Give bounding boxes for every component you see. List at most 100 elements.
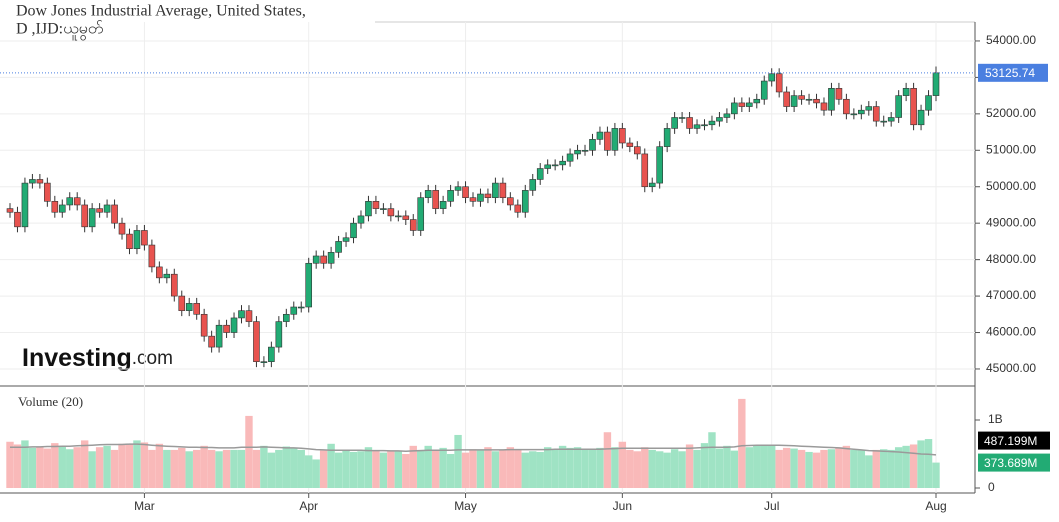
candle-body: [477, 193, 484, 202]
volume-bar: [297, 449, 305, 488]
volume-bar: [596, 447, 604, 488]
volume-bar: [110, 449, 119, 488]
volume-bar: [536, 451, 544, 488]
volume-bar: [611, 447, 619, 488]
volume-bar: [461, 452, 470, 488]
volume-bar: [514, 449, 522, 488]
volume-bar: [118, 443, 126, 488]
candle-body: [746, 102, 753, 107]
candle-body: [581, 149, 589, 152]
volume-bar: [334, 452, 343, 488]
candle-body: [596, 131, 604, 140]
volume-bar: [626, 449, 634, 488]
candle-body: [409, 219, 417, 231]
candle-body: [701, 124, 708, 127]
candle-body: [895, 95, 902, 118]
candle-body: [387, 208, 395, 217]
y-tick-label: 45000.00: [986, 361, 1036, 375]
volume-bar: [357, 451, 365, 488]
candle-body: [589, 139, 596, 151]
volume-bar: [431, 449, 440, 488]
volume-bar: [499, 449, 507, 488]
volume-bar: [305, 455, 313, 488]
volume-ma-tag: [978, 431, 1050, 450]
volume-bar: [454, 434, 462, 488]
volume-bar: [753, 445, 761, 488]
chart-subtitle: D ,IJD:ယူမွတ်: [16, 20, 104, 41]
x-tick-label: Mar: [134, 499, 155, 513]
volume-bar: [603, 432, 612, 488]
candle-body: [283, 313, 290, 322]
volume-bar: [880, 449, 888, 488]
candle-body: [223, 324, 230, 333]
volume-bar: [125, 444, 134, 488]
volume-bar: [424, 445, 432, 488]
volume-bar: [708, 432, 716, 488]
volume-bar: [812, 452, 821, 488]
volume-bar: [835, 447, 843, 488]
volume-bar: [782, 447, 791, 488]
x-tick-label: Apr: [299, 499, 318, 513]
candle-body: [641, 153, 649, 188]
volume-bar: [21, 440, 29, 488]
candle-body: [148, 244, 156, 268]
candle-body: [73, 197, 81, 206]
volume-bar: [491, 451, 500, 488]
candle-body: [335, 241, 342, 253]
candle-body: [51, 201, 59, 213]
candle-body: [44, 182, 51, 202]
candle-body: [111, 204, 118, 224]
volume-bar: [633, 451, 641, 488]
logo-brand: Investing: [22, 344, 132, 372]
candle-body: [656, 146, 663, 184]
candle-body: [880, 120, 888, 123]
volume-bar: [446, 453, 455, 488]
candle-body: [424, 190, 432, 198]
volume-bar: [797, 449, 806, 488]
candle-body: [551, 164, 559, 167]
candle-body: [163, 273, 171, 279]
candle-body: [917, 109, 925, 126]
volume-bar: [648, 449, 656, 488]
candle-body: [663, 128, 671, 147]
candle-body: [536, 168, 544, 180]
volume-ma-line: [10, 443, 937, 456]
candle-body: [507, 197, 514, 206]
candle-body: [716, 117, 723, 122]
volume-bar: [140, 442, 149, 488]
candle-body: [633, 146, 641, 155]
volume-bar: [364, 447, 373, 488]
candle-body: [760, 80, 768, 100]
candle-body: [820, 102, 828, 111]
candle-body: [185, 303, 193, 311]
y-tick-label: 48000.00: [986, 252, 1036, 266]
volume-bar: [529, 451, 537, 488]
candle-body: [850, 113, 858, 116]
volume-bar: [566, 447, 574, 488]
last-price-tag: [978, 63, 1048, 82]
volume-bar: [319, 450, 328, 488]
volume-bar: [6, 441, 14, 488]
volume-bar: [387, 451, 395, 488]
volume-bar: [342, 450, 350, 488]
volume-bar: [312, 459, 320, 488]
x-tick-label: May: [454, 499, 477, 513]
volume-bar: [103, 445, 111, 488]
y-tick-label: 50000.00: [986, 179, 1036, 193]
candle-body: [305, 262, 313, 308]
candle-body: [118, 222, 126, 235]
volume-bar: [133, 440, 141, 488]
candle-body: [559, 160, 566, 166]
volume-bar: [857, 449, 866, 488]
candle-body: [133, 230, 141, 249]
volume-bar: [327, 443, 335, 488]
candle-body: [454, 186, 462, 191]
candle-body: [200, 313, 208, 337]
candle-body: [395, 215, 402, 218]
volume-bar: [439, 447, 447, 488]
candle-body: [126, 233, 133, 249]
candle-body: [230, 317, 238, 333]
volume-bar: [902, 445, 910, 488]
candle-body: [342, 237, 350, 242]
volume-bar: [148, 449, 156, 488]
